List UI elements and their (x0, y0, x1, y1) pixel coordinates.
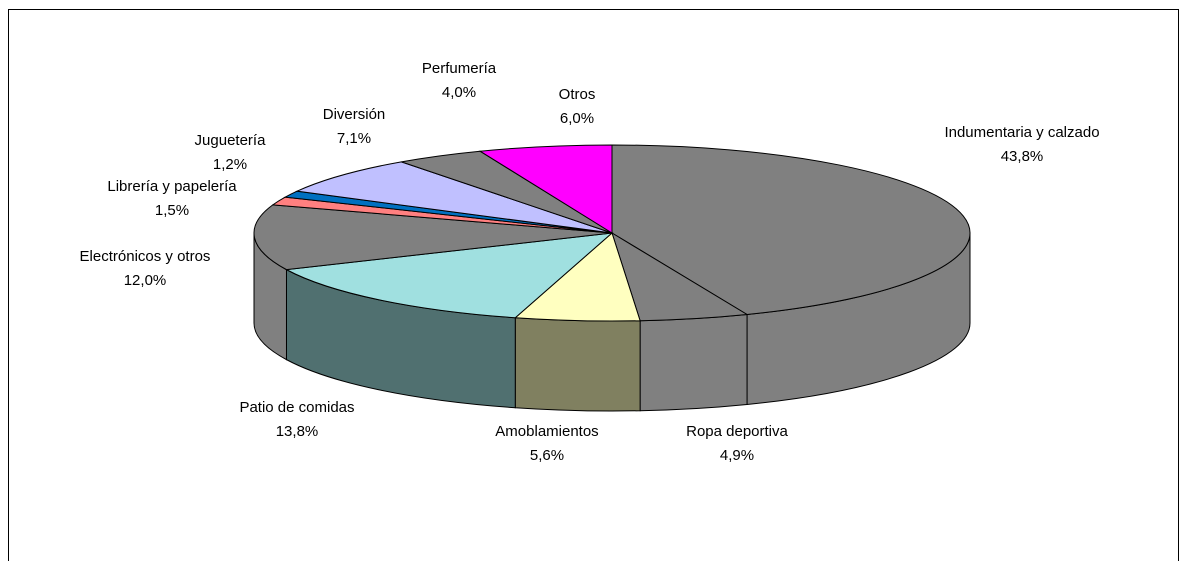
slice-label: Amoblamientos (495, 423, 598, 440)
value-label: 13,8% (276, 423, 319, 440)
slice-label: Librería y papelería (107, 178, 237, 195)
value-label: 4,9% (720, 447, 754, 464)
value-label: 43,8% (1001, 148, 1044, 165)
pie-slice (478, 144, 613, 234)
slice-label: Ropa deportiva (686, 423, 788, 440)
value-label: 12,0% (124, 272, 167, 289)
slice-label: Diversión (323, 106, 386, 123)
value-label: 7,1% (337, 130, 371, 147)
pie-side (639, 313, 748, 412)
pie-slice (295, 161, 613, 234)
slice-label: Perfumería (422, 60, 497, 77)
pie-slice (253, 204, 613, 271)
pie-side (514, 317, 641, 412)
value-label: 4,0% (442, 84, 476, 101)
value-label: 1,5% (155, 202, 189, 219)
pie-slice (284, 232, 614, 319)
slice-label: Juguetería (195, 132, 267, 149)
slice-label: Patio de comidas (239, 399, 354, 416)
value-label: 1,2% (213, 156, 247, 173)
value-label: 5,6% (530, 447, 564, 464)
slice-label: Otros (559, 86, 596, 103)
pie-slice (611, 144, 971, 316)
slice-label: Indumentaria y calzado (944, 124, 1099, 141)
slice-label: Electrónicos y otros (80, 248, 211, 265)
value-label: 6,0% (560, 110, 594, 127)
